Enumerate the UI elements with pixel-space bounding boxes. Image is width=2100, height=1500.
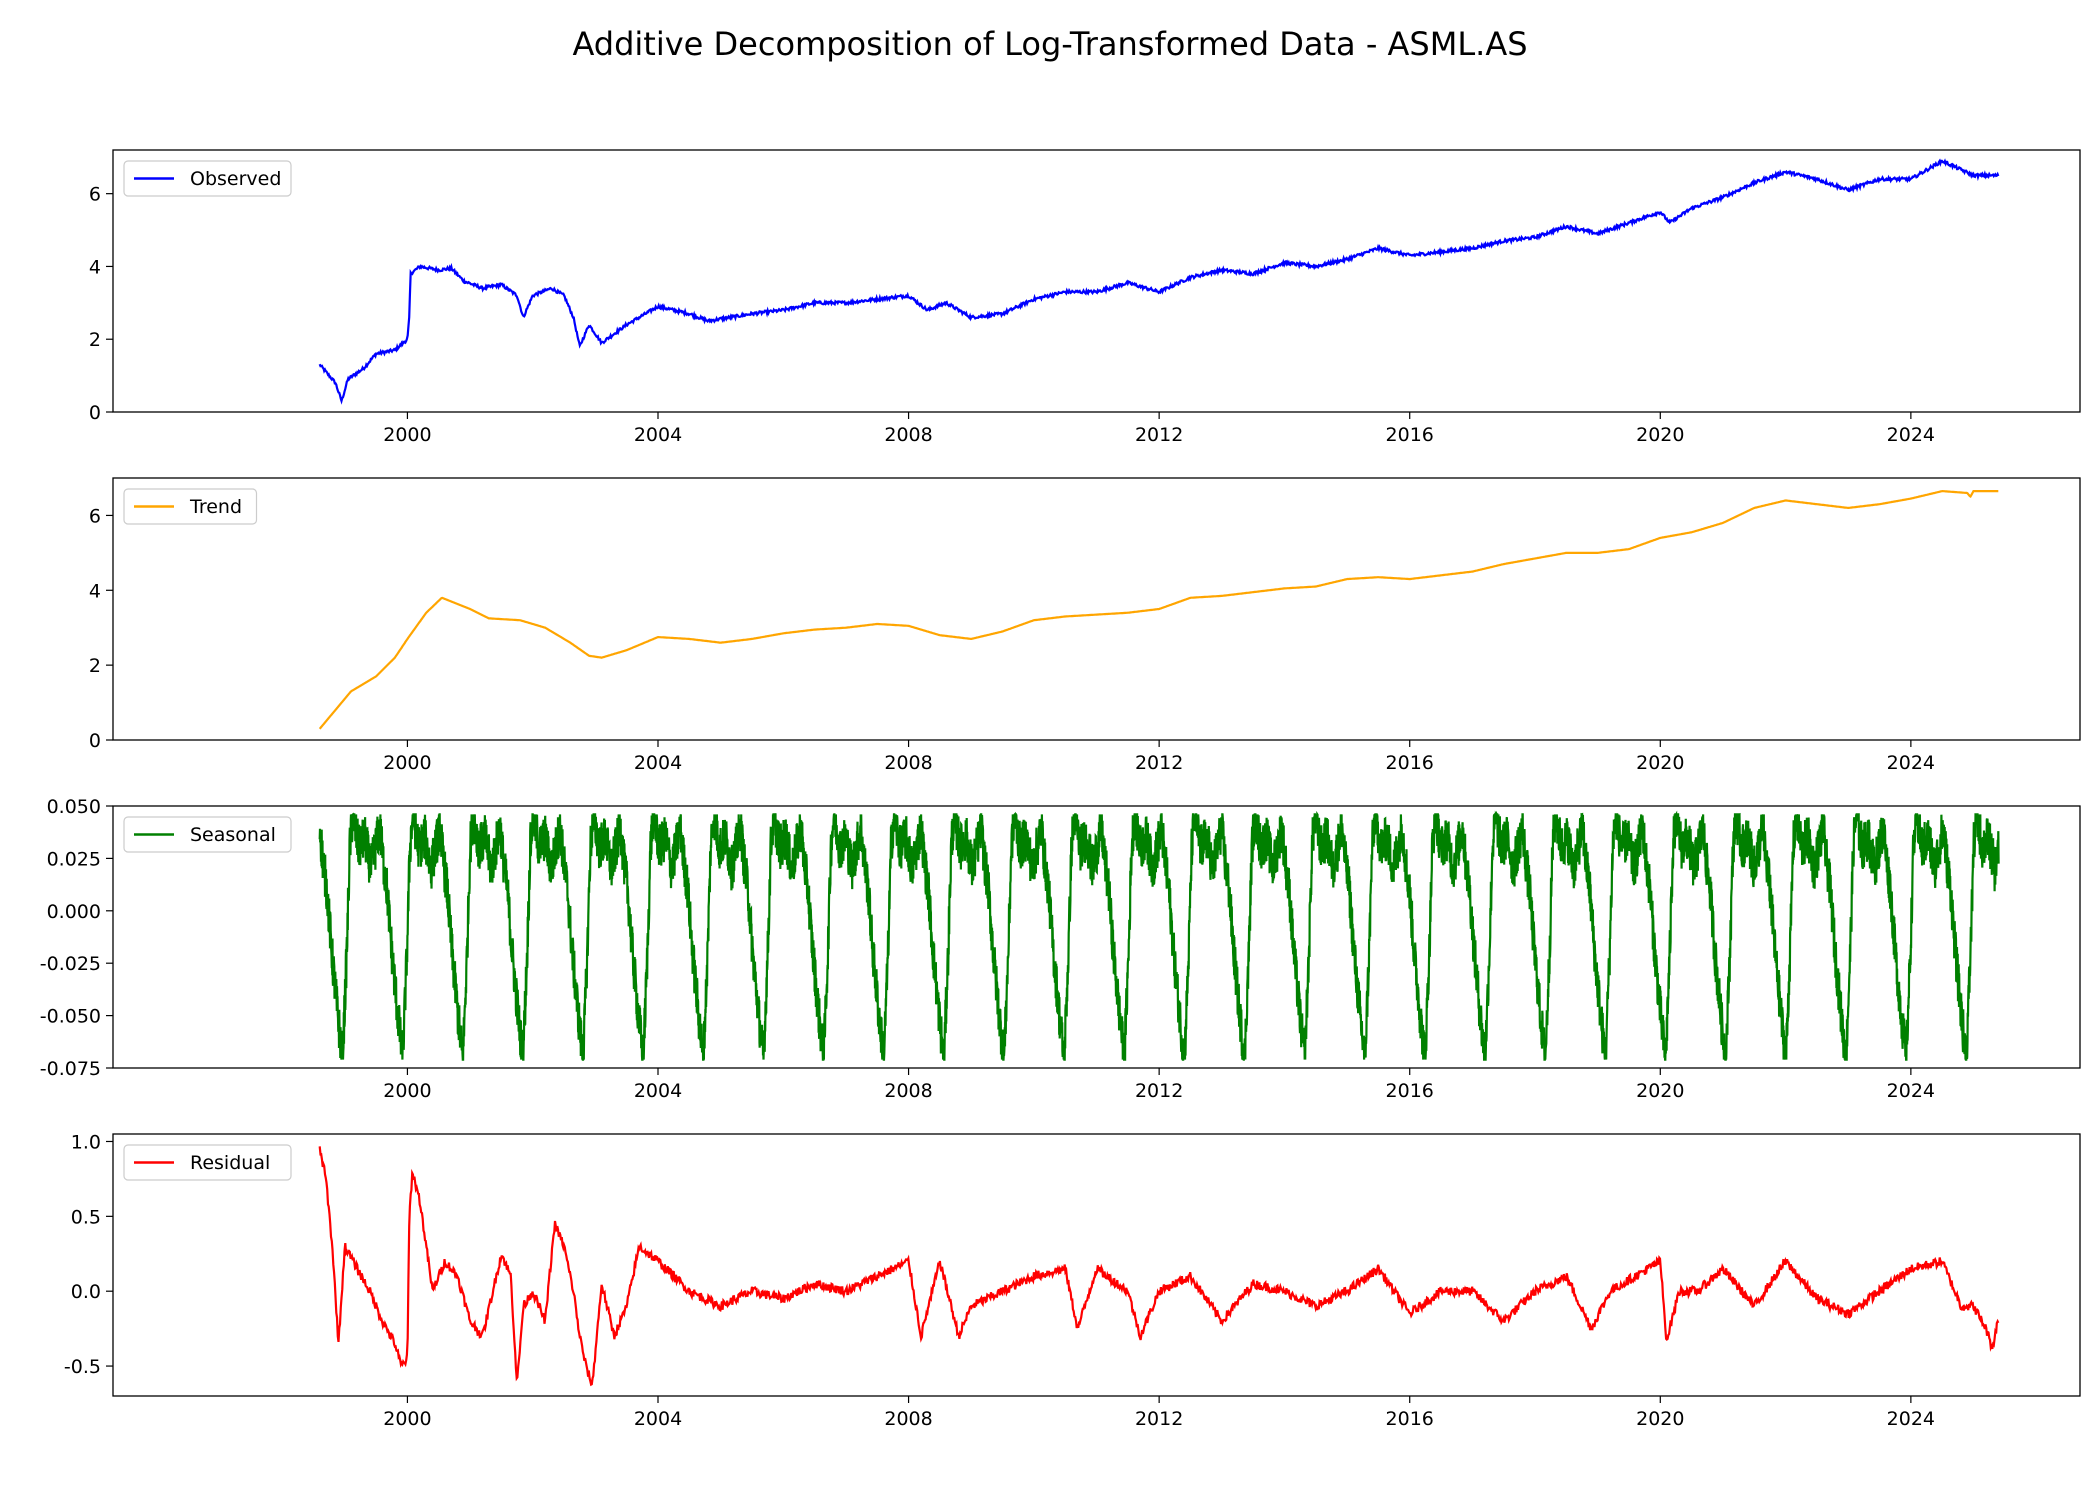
trend-xtick-label: 2020 xyxy=(1636,752,1684,774)
residual-xtick-label: 2012 xyxy=(1135,1408,1183,1430)
residual-legend-label: Residual xyxy=(190,1152,270,1174)
residual-ytick-label: 1.0 xyxy=(71,1131,101,1153)
residual-xtick-label: 2016 xyxy=(1386,1408,1434,1430)
observed-ytick-label: 0 xyxy=(89,402,101,424)
observed-legend-label: Observed xyxy=(190,168,281,190)
observed-legend: Observed xyxy=(123,160,292,197)
seasonal-ytick-label: -0.075 xyxy=(40,1058,101,1080)
observed-xtick-label: 2004 xyxy=(634,424,682,446)
observed-ytick-label: 2 xyxy=(89,329,101,351)
seasonal-series-line xyxy=(318,810,2000,1061)
seasonal-xtick-label: 2004 xyxy=(634,1080,682,1102)
residual-panel: 2000 2004 2008 2012 2016 2020 2024 -0.5 0.0 0.5 1.… xyxy=(64,1131,2081,1430)
trend-xtick-label: 2024 xyxy=(1887,752,1935,774)
trend-legend-label: Trend xyxy=(189,496,242,518)
seasonal-ytick-label: 0.000 xyxy=(47,901,101,923)
residual-xtick-label: 2020 xyxy=(1636,1408,1684,1430)
observed-ytick-label: 6 xyxy=(89,184,101,206)
seasonal-ytick-label: -0.025 xyxy=(40,953,101,975)
figure-title: Additive Decomposition of Log-Transforme… xyxy=(572,25,1527,63)
residual-legend-box xyxy=(123,1144,292,1181)
trend-panel: 2000 2004 2008 2012 2016 2020 2024 0 2 4 6 Trend xyxy=(89,477,2081,774)
residual-xtick-label: 2024 xyxy=(1887,1408,1935,1430)
observed-xtick-label: 2012 xyxy=(1135,424,1183,446)
seasonal-xtick-label: 2000 xyxy=(383,1080,431,1102)
trend-xtick-label: 2008 xyxy=(884,752,932,774)
observed-xtick-label: 2008 xyxy=(884,424,932,446)
seasonal-xtick-label: 2012 xyxy=(1135,1080,1183,1102)
residual-ytick-label: 0.0 xyxy=(71,1281,101,1303)
seasonal-xtick-label: 2020 xyxy=(1636,1080,1684,1102)
residual-axes-frame xyxy=(112,1133,2081,1397)
residual-ytick-label: 0.5 xyxy=(71,1206,101,1228)
residual-xtick-label: 2000 xyxy=(383,1408,431,1430)
observed-xtick-label: 2024 xyxy=(1887,424,1935,446)
observed-axes-frame xyxy=(112,149,2081,413)
seasonal-xtick-label: 2024 xyxy=(1887,1080,1935,1102)
observed-legend-box xyxy=(123,160,292,197)
residual-series-line xyxy=(318,1146,2000,1387)
seasonal-ytick-label: 0.025 xyxy=(47,848,101,870)
observed-ytick-label: 4 xyxy=(89,256,101,278)
seasonal-ytick-label: -0.050 xyxy=(40,1006,101,1028)
trend-series-line xyxy=(318,489,1999,730)
trend-ytick-label: 4 xyxy=(89,580,101,602)
seasonal-xtick-label: 2008 xyxy=(884,1080,932,1102)
observed-xtick-label: 2020 xyxy=(1636,424,1684,446)
residual-xtick-label: 2004 xyxy=(634,1408,682,1430)
seasonal-axes-frame xyxy=(112,805,2081,1069)
trend-xtick-label: 2012 xyxy=(1135,752,1183,774)
trend-axes-frame xyxy=(112,477,2081,741)
seasonal-xtick-label: 2016 xyxy=(1386,1080,1434,1102)
trend-legend-box xyxy=(123,488,258,525)
trend-legend: Trend xyxy=(123,488,258,525)
trend-xtick-label: 2000 xyxy=(383,752,431,774)
seasonal-ytick-label: 0.050 xyxy=(47,796,101,818)
seasonal-panel: 2000 2004 2008 2012 2016 2020 2024 -0.075 -0.050… xyxy=(40,796,2081,1102)
residual-ytick-label: -0.5 xyxy=(64,1356,101,1378)
seasonal-legend-box xyxy=(123,816,292,853)
trend-xtick-label: 2004 xyxy=(634,752,682,774)
trend-ytick-label: 6 xyxy=(89,505,101,527)
observed-panel: 2000 2004 2008 2012 2016 2020 2024 0 2 4 6 Observed xyxy=(89,149,2081,446)
residual-legend: Residual xyxy=(123,1144,292,1181)
trend-ytick-label: 2 xyxy=(89,655,101,677)
seasonal-legend-label: Seasonal xyxy=(190,824,276,846)
observed-series-line xyxy=(318,158,2000,405)
residual-xtick-label: 2008 xyxy=(884,1408,932,1430)
observed-xtick-label: 2016 xyxy=(1386,424,1434,446)
seasonal-legend: Seasonal xyxy=(123,816,292,853)
trend-ytick-label: 0 xyxy=(89,730,101,752)
observed-xtick-label: 2000 xyxy=(383,424,431,446)
trend-xtick-label: 2016 xyxy=(1386,752,1434,774)
